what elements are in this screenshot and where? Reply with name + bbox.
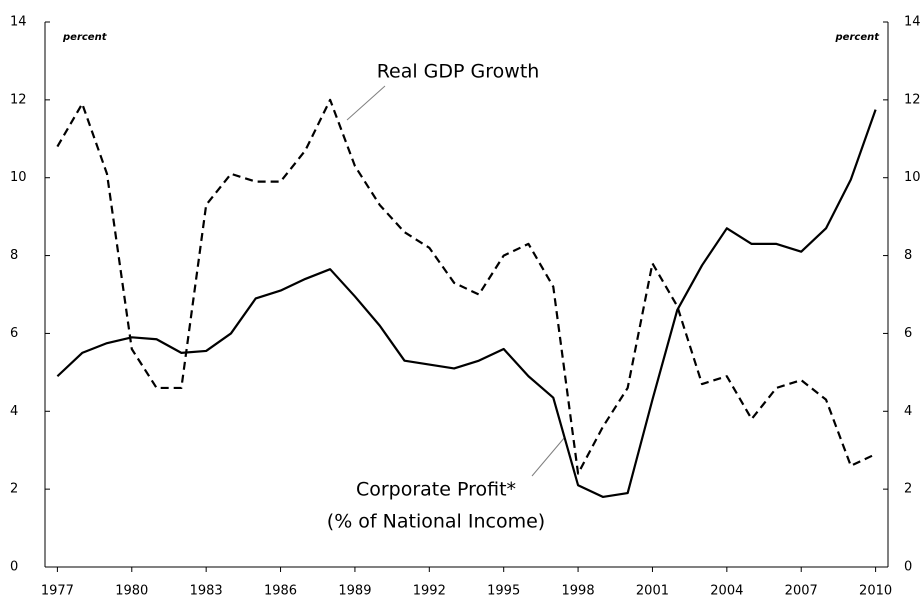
y-tick-label: 4 [10, 404, 18, 419]
x-tick-label: 2004 [710, 584, 743, 599]
y-tick-label: 0 [10, 560, 18, 575]
x-tick-label: 1989 [338, 584, 371, 599]
y2-tick-label: 14 [904, 15, 921, 30]
series-annotation: Corporate Profit* [356, 479, 516, 501]
y-tick-label: 14 [10, 15, 27, 30]
x-tick-label: 1995 [487, 584, 520, 599]
x-tick-label: 1998 [562, 584, 595, 599]
series-line [56, 98, 877, 475]
y2-tick-label: 4 [904, 404, 912, 419]
leader-line [531, 436, 566, 477]
y2-tick-label: 10 [904, 170, 921, 185]
y-axis-label: percent [62, 32, 108, 43]
y-tick-label: 2 [10, 482, 18, 497]
annotation: (% of National Income) [327, 511, 545, 533]
x-tick-label: 1992 [413, 584, 446, 599]
y2-tick-label: 0 [904, 560, 912, 575]
x-tick-label: 1983 [190, 584, 223, 599]
y2-tick-label: 6 [904, 326, 912, 341]
y-tick-label: 8 [10, 248, 18, 263]
x-tick-label: 2010 [859, 584, 892, 599]
y-tick-label: 6 [10, 326, 18, 341]
x-tick-label: 1980 [115, 584, 148, 599]
leader-line [346, 85, 386, 121]
y-tick-label: 12 [10, 92, 27, 107]
y2-tick-label: 12 [904, 92, 921, 107]
series-annotation: Real GDP Growth [377, 61, 540, 83]
y-tick-label: 10 [10, 170, 27, 185]
y2-axis-label: percent [835, 32, 881, 43]
x-tick-label: 2007 [785, 584, 818, 599]
x-tick-label: 2001 [636, 584, 669, 599]
x-tick-label: 1977 [41, 584, 74, 599]
y2-tick-label: 8 [904, 248, 912, 263]
y2-tick-label: 2 [904, 482, 912, 497]
x-tick-label: 1986 [264, 584, 297, 599]
series-line [56, 109, 877, 499]
